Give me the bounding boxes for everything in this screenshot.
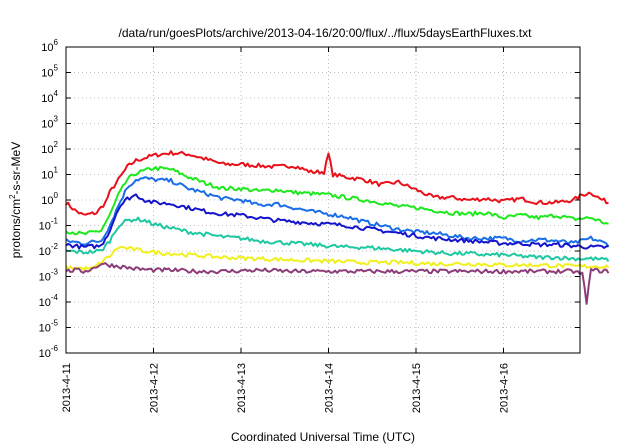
y-tick-base: 10 [39, 221, 51, 233]
series-line-0 [65, 150, 609, 216]
y-tick-label: 103 [41, 115, 58, 131]
series-line-1 [65, 165, 609, 236]
x-tick-label: 2013-4-11 [61, 363, 73, 412]
series-line-2 [65, 176, 610, 248]
y-tick-exp: -5 [51, 319, 59, 328]
y-tick-base: 10 [41, 144, 53, 156]
series-line-6 [65, 262, 610, 305]
y-tick-label: 10-4 [39, 293, 59, 309]
y-tick-label: 10-3 [39, 268, 59, 284]
y-tick-exp: 1 [54, 166, 59, 175]
y-tick-base: 10 [39, 272, 51, 284]
y-tick-exp: 4 [54, 89, 59, 98]
y-tick-exp: 5 [54, 64, 59, 73]
y-tick-label: 101 [41, 166, 58, 182]
data-series [65, 150, 610, 305]
x-axis-ticks: 2013-4-11 2013-4-12 2013-4-13 2013-4-14 2013… [61, 47, 511, 413]
y-tick-label: 105 [41, 64, 58, 80]
y-tick-base: 10 [39, 348, 51, 360]
y-tick-base: 10 [41, 170, 53, 182]
y-tick-exp: -3 [51, 268, 59, 277]
series-line-3 [65, 193, 609, 250]
y-tick-exp: 2 [54, 140, 59, 149]
y-tick-label: 10-2 [39, 242, 59, 258]
y-tick-label: 104 [41, 89, 58, 105]
y-tick-exp: -6 [51, 344, 59, 353]
y-tick-exp: -1 [51, 217, 59, 226]
y-tick-label: 10-1 [39, 217, 59, 233]
y-axis-label-rest: -s-sr-MeV [9, 142, 23, 195]
x-axis-label: Coordinated Universal Time (UTC) [231, 430, 415, 444]
y-tick-base: 10 [39, 323, 51, 335]
y-tick-label: 100 [41, 191, 58, 207]
y-tick-base: 10 [41, 68, 53, 80]
y-tick-base: 10 [41, 93, 53, 105]
x-tick-label: 2013-4-15 [411, 363, 423, 413]
y-tick-exp: -2 [51, 242, 59, 251]
y-axis-label-exp: 2 [8, 194, 17, 199]
y-axis-label-main: protons/cm [9, 199, 23, 258]
y-tick-base: 10 [41, 195, 53, 207]
chart-title: /data/run/goesPlots/archive/2013-04-16/2… [119, 26, 533, 40]
y-tick-exp: 3 [54, 115, 59, 124]
x-tick-label: 2013-4-14 [324, 363, 336, 413]
y-axis-ticks: 10610510410310210110010-110-210-310-410-… [39, 38, 580, 360]
x-tick-label: 2013-4-12 [149, 363, 161, 413]
y-axis-label: protons/cm2-s-sr-MeV [8, 142, 23, 258]
y-tick-base: 10 [41, 119, 53, 131]
y-tick-label: 102 [41, 140, 58, 156]
y-tick-label: 10-6 [39, 344, 59, 360]
y-tick-base: 10 [39, 246, 51, 258]
y-tick-base: 10 [39, 297, 51, 309]
series-line-4 [65, 216, 610, 262]
y-tick-exp: 0 [54, 191, 59, 200]
y-tick-exp: 6 [54, 38, 59, 47]
y-tick-base: 10 [41, 42, 53, 54]
y-tick-label: 10-5 [39, 319, 59, 335]
y-tick-label: 106 [41, 38, 58, 54]
x-tick-label: 2013-4-16 [499, 363, 511, 413]
y-tick-exp: -4 [51, 293, 59, 302]
x-tick-label: 2013-4-13 [236, 363, 248, 413]
series-line-5 [65, 245, 610, 272]
